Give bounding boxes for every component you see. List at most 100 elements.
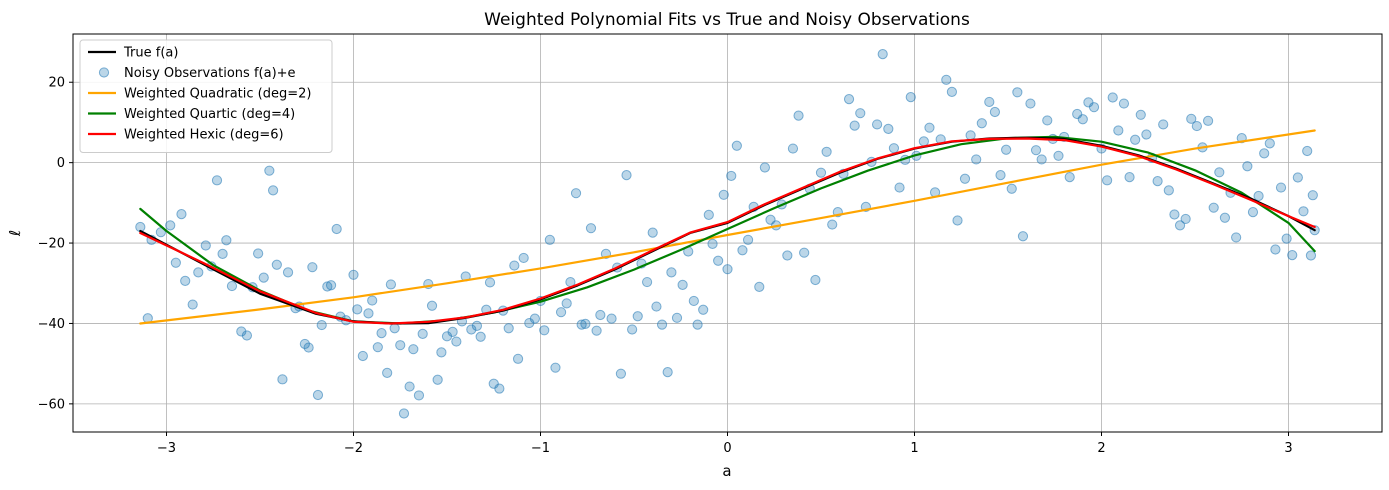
grid <box>73 34 1382 432</box>
scatter-point <box>385 279 396 290</box>
scatter-point <box>742 234 754 245</box>
legend: True f(a) Noisy Observations f(a)+e Weight… <box>79 39 333 153</box>
scatter-point <box>984 96 995 108</box>
lines-layer <box>139 129 1316 325</box>
scatter-point <box>307 262 318 273</box>
scatter-point <box>282 267 294 278</box>
scatter-point <box>451 336 462 347</box>
scatter-point <box>241 330 253 341</box>
scatter-point <box>325 280 337 291</box>
scatter-point <box>703 209 714 221</box>
y-tick-label: −40 <box>38 317 65 332</box>
chart-title: Weighted Polynomial Fits vs True and Noi… <box>484 10 970 30</box>
scatter-point <box>1102 175 1113 186</box>
scatter-point <box>475 331 486 342</box>
legend-box <box>79 39 333 153</box>
scatter-point <box>413 390 425 401</box>
scatter-point <box>1242 161 1253 172</box>
scatter-point <box>591 325 602 336</box>
scatter-point <box>787 143 799 154</box>
scatter-point <box>718 189 729 200</box>
scatter-point <box>389 323 400 334</box>
scatter-point <box>1118 98 1130 109</box>
scatter-point <box>827 219 838 230</box>
scatter-point <box>180 275 191 286</box>
scatter-point <box>585 223 597 234</box>
scatter-point <box>722 264 733 275</box>
scatter-point <box>1124 172 1135 183</box>
scatter-point <box>303 342 314 353</box>
scatter-point <box>1253 190 1264 202</box>
scatter-point <box>688 295 699 307</box>
scatter-point <box>187 299 198 310</box>
scatter-point <box>952 215 963 226</box>
scatter-point <box>200 240 211 251</box>
scatter-point <box>408 344 419 355</box>
scatter-point <box>810 274 821 286</box>
scatter-point <box>348 269 359 280</box>
scatter-point <box>1036 154 1047 165</box>
scatter-point <box>883 123 894 134</box>
scatter-point <box>1247 206 1259 218</box>
legend-label: Weighted Quartic (deg=4) <box>124 107 295 122</box>
scatter-point <box>713 255 724 266</box>
scatter-point <box>1163 185 1174 196</box>
x-tick-label: 3 <box>1284 441 1292 456</box>
scatter-point <box>1135 109 1146 120</box>
scatter-point <box>1275 182 1287 193</box>
scatter-point <box>1191 120 1202 132</box>
scatter-point <box>529 313 540 324</box>
scatter-point <box>580 318 591 329</box>
y-tick-label: −20 <box>38 237 65 252</box>
scatter-point <box>877 49 888 60</box>
scatter-point <box>707 238 718 249</box>
scatter-point <box>1158 119 1169 130</box>
scatter-point <box>1264 138 1275 149</box>
scatter-point <box>855 108 866 119</box>
scatter-point <box>1017 231 1029 242</box>
scatter-point <box>494 383 505 394</box>
scatter-point <box>376 328 387 339</box>
legend-label: Weighted Quadratic (deg=2) <box>124 87 311 102</box>
scatter-point <box>1292 172 1303 183</box>
series-line-weighted-quadratic-deg-2 <box>139 129 1316 325</box>
scatter-point <box>632 311 643 322</box>
scatter-point <box>1270 244 1281 255</box>
scatter-point <box>627 324 638 335</box>
scatter-point <box>621 170 632 181</box>
scatter-point <box>544 234 555 245</box>
scatter-point <box>1064 172 1075 183</box>
scatter-point <box>1025 98 1036 109</box>
scatter-point <box>905 92 916 103</box>
scatter-point <box>976 118 987 129</box>
scatter-point <box>606 313 617 324</box>
scatter-point <box>941 74 952 85</box>
scatter-point <box>299 338 310 350</box>
scatter-point <box>1307 190 1318 201</box>
scatter-point <box>1298 206 1309 217</box>
x-tick-label: −3 <box>157 441 176 456</box>
scatter-point <box>217 248 228 260</box>
scatter-point <box>484 277 496 288</box>
scatter-point <box>821 146 832 157</box>
scatter-point <box>236 326 247 337</box>
scatter-point <box>965 130 976 141</box>
scatter-point <box>1202 115 1214 126</box>
scatter-point <box>1169 209 1180 220</box>
scatter-point <box>436 347 447 358</box>
scatter-point <box>595 309 606 321</box>
scatter-point <box>1001 144 1012 155</box>
scatter-point <box>555 307 567 318</box>
scatter-point <box>995 170 1006 181</box>
scatter-point <box>1231 232 1242 243</box>
legend-label: True f(a) <box>123 46 178 61</box>
scatter-point <box>264 165 275 176</box>
scatter-point <box>1012 87 1023 98</box>
x-tick-label: −1 <box>531 441 550 456</box>
scatter-point <box>352 304 363 315</box>
scatter-point <box>561 298 572 309</box>
x-tick-label: 2 <box>1097 441 1105 456</box>
scatter-point <box>759 162 771 173</box>
scatter-point <box>1305 250 1317 261</box>
scatter-point <box>316 319 327 331</box>
